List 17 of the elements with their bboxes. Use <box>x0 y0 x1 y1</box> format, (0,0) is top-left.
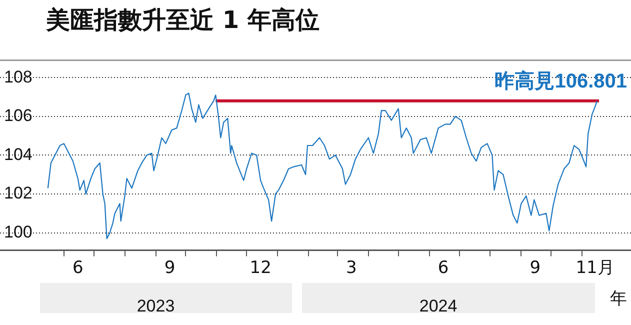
x2-tick-label: 2024 <box>419 296 458 316</box>
y-tick-label: 108 <box>4 67 32 86</box>
x-tick-label: 3 <box>346 258 357 278</box>
x-tick-label: 9 <box>530 258 541 278</box>
x-tick-label: 11月 <box>576 258 614 278</box>
chart-title: 美匯指數升至近 1 年高位 <box>46 5 320 36</box>
y-tick-label: 102 <box>4 184 32 203</box>
x-tick-label: 6 <box>438 258 449 278</box>
x-tick-label: 6 <box>72 258 84 278</box>
x-tick-label: 9 <box>164 258 176 278</box>
x2-tick-label: 2023 <box>136 296 175 316</box>
annotation: 昨高見106.801 <box>494 69 627 92</box>
y-tick-label: 100 <box>4 222 32 242</box>
x-tick-label: 12 <box>250 258 272 278</box>
y-tick-label: 104 <box>4 144 32 164</box>
y-tick-label: 106 <box>4 106 32 126</box>
x2-axis-title: 年 <box>610 288 627 310</box>
